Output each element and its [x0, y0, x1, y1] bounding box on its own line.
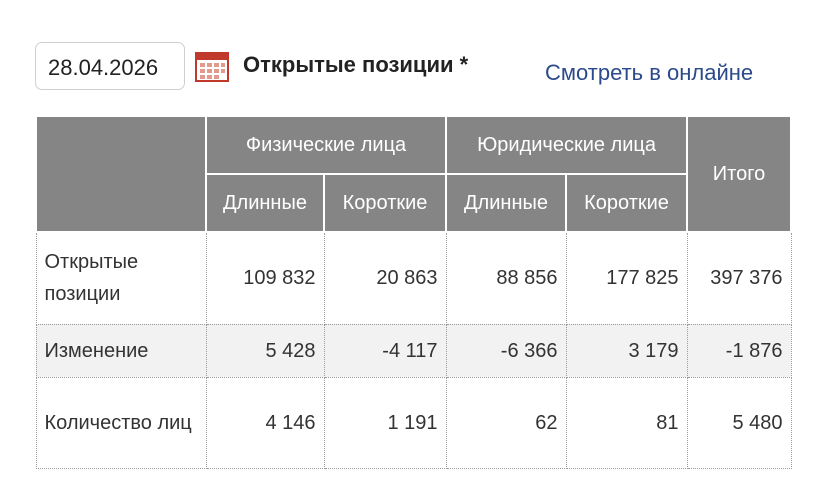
- cell: 397 376: [686, 231, 792, 325]
- title: Открытые позиции *: [243, 52, 469, 77]
- cell: -6 366: [445, 323, 567, 378]
- date-input[interactable]: 28.04.2026: [35, 42, 185, 90]
- cell: 81: [565, 376, 688, 469]
- calendar-icon[interactable]: [195, 50, 229, 82]
- online-link[interactable]: Смотреть в онлайне: [545, 60, 754, 85]
- total-header: Итого: [686, 115, 793, 233]
- table-row: Изменение 5 428 -4 117 -6 366 3 179 -1 876: [35, 323, 792, 378]
- sub-header: Короткие: [322, 173, 448, 233]
- cell: 1 191: [323, 376, 447, 469]
- cell: 109 832: [205, 231, 325, 325]
- sub-header: Длинные: [205, 173, 325, 233]
- cell: 62: [445, 376, 567, 469]
- cell: 4 146: [205, 376, 325, 469]
- cell: 5 480: [686, 376, 792, 469]
- group-header: Физические лица: [204, 115, 448, 175]
- row-label: Открытые позиции: [35, 231, 207, 325]
- row-label: Количество лиц: [35, 376, 207, 469]
- cell: 3 179: [565, 323, 688, 378]
- cell: -4 117: [323, 323, 447, 378]
- table-row: Количество лиц 4 146 1 191 62 81 5 480: [35, 376, 792, 469]
- group-header: Юридические лица: [445, 115, 689, 175]
- cell: 20 863: [323, 231, 447, 325]
- table-row: Открытые позиции 109 832 20 863 88 856 177 8…: [35, 231, 792, 325]
- corner-header: [35, 115, 207, 233]
- sub-header: Короткие: [565, 173, 689, 233]
- cell: -1 876: [686, 323, 792, 378]
- positions-table: Физические лица Юридические лица Итого Д…: [35, 115, 793, 469]
- cell: 177 825: [565, 231, 688, 325]
- sub-header: Длинные: [445, 173, 568, 233]
- cell: 88 856: [445, 231, 567, 325]
- cell: 5 428: [205, 323, 325, 378]
- row-label: Изменение: [35, 323, 207, 378]
